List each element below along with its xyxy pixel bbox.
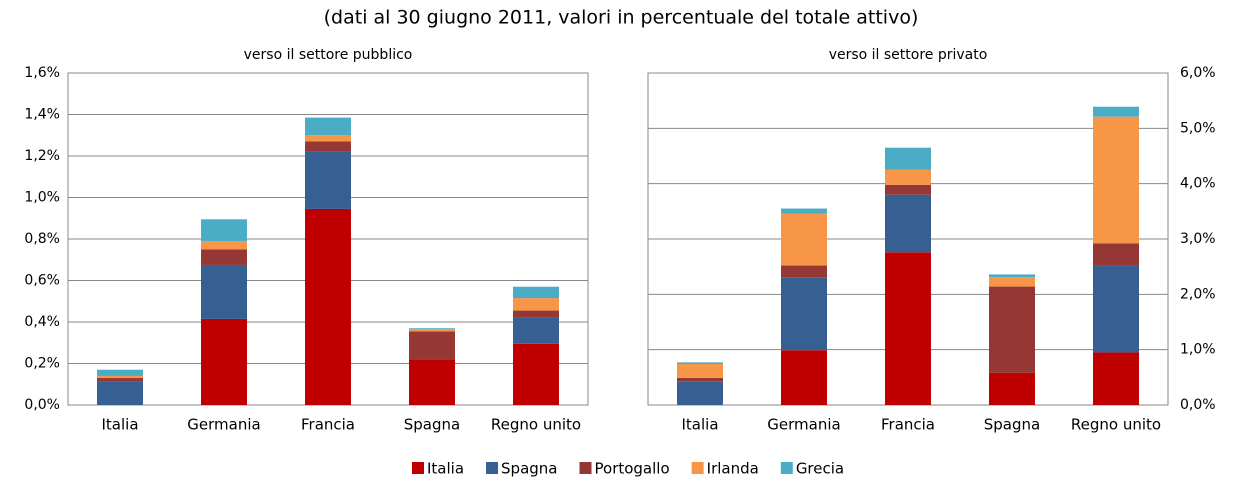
bar-segment [1093,243,1139,266]
y-tick-label: 1,0% [24,190,60,206]
x-tick-label: Italia [681,416,718,434]
legend-swatch [486,462,499,474]
bar-segment [409,331,455,360]
legend-label: Irlanda [707,460,759,478]
bar-segment [97,369,143,376]
bar-segment [305,141,351,152]
plot-title: verso il settore privato [829,47,988,63]
bar-segment [781,213,827,266]
y-tick-label: 1,4% [24,107,60,123]
legend-label: Spagna [501,460,557,478]
bar-segment [97,381,143,405]
bar-segment [409,329,455,332]
x-tick-label: Spagna [404,416,460,434]
bar-segment [513,310,559,318]
bar-segment [885,169,931,185]
bar-segment [885,147,931,170]
legend-swatch [780,462,793,474]
x-tick-label: Spagna [984,416,1040,434]
y-tick-label: 1,2% [24,148,60,164]
bar-segment [409,359,455,405]
legend-label: Grecia [796,460,844,478]
bar-segment [513,317,559,344]
bar-segment [305,208,351,405]
bar-segment [201,264,247,319]
plot-title: verso il settore pubblico [244,47,413,63]
y-tick-label: 0,0% [1180,397,1216,413]
bar-segment [305,135,351,142]
legend-swatch [579,462,592,474]
y-tick-label: 0,6% [24,273,60,289]
y-tick-label: 1,6% [24,65,60,81]
bar-segment [201,249,247,265]
x-tick-label: Germania [767,416,840,434]
bar-segment [97,375,143,379]
y-tick-label: 3,0% [1180,231,1216,247]
bar-segment [677,381,723,405]
x-tick-label: Germania [187,416,260,434]
legend-label: Italia [427,460,464,478]
bar-segment [781,277,827,351]
y-tick-label: 0,8% [24,231,60,247]
bar-segment [1093,265,1139,353]
y-tick-label: 2,0% [1180,286,1216,302]
bar-segment [989,274,1035,278]
bar-segment [409,328,455,330]
bar-segment [1093,116,1139,244]
y-tick-label: 0,0% [24,397,60,413]
subtitle: (dati al 30 giugno 2011, valori in perce… [324,7,919,29]
bar-segment [885,194,931,253]
bar-segment [677,364,723,378]
x-tick-label: Regno unito [491,416,581,434]
legend-label: Portogallo [595,460,670,478]
bar-segment [201,241,247,250]
y-tick-label: 6,0% [1180,65,1216,81]
bar-segment [989,277,1035,287]
bar-segment [1093,352,1139,405]
bar-segment [201,219,247,242]
bar-segment [989,286,1035,373]
bar-segment [1093,106,1139,117]
bar-segment [513,298,559,311]
x-tick-label: Regno unito [1071,416,1161,434]
bar-segment [677,362,723,365]
legend-swatch [412,462,424,474]
bar-segment [885,252,931,405]
bar-segment [989,372,1035,405]
bar-segment [513,343,559,405]
y-tick-label: 1,0% [1180,342,1216,358]
legend-swatch [691,462,704,474]
bar-segment [677,377,723,382]
y-tick-label: 4,0% [1180,176,1216,192]
x-tick-label: Italia [101,416,138,434]
bar-segment [97,378,143,382]
x-tick-label: Francia [301,416,355,434]
bar-segment [885,184,931,195]
bar-segment [305,151,351,209]
bar-segment [305,117,351,136]
y-tick-label: 5,0% [1180,120,1216,136]
bar-segment [781,208,827,214]
y-tick-label: 0,2% [24,356,60,372]
bar-segment [513,286,559,299]
bar-segment [781,350,827,405]
bar-segment [201,318,247,405]
bar-segment [781,265,827,278]
y-tick-label: 0,4% [24,314,60,330]
x-tick-label: Francia [881,416,935,434]
